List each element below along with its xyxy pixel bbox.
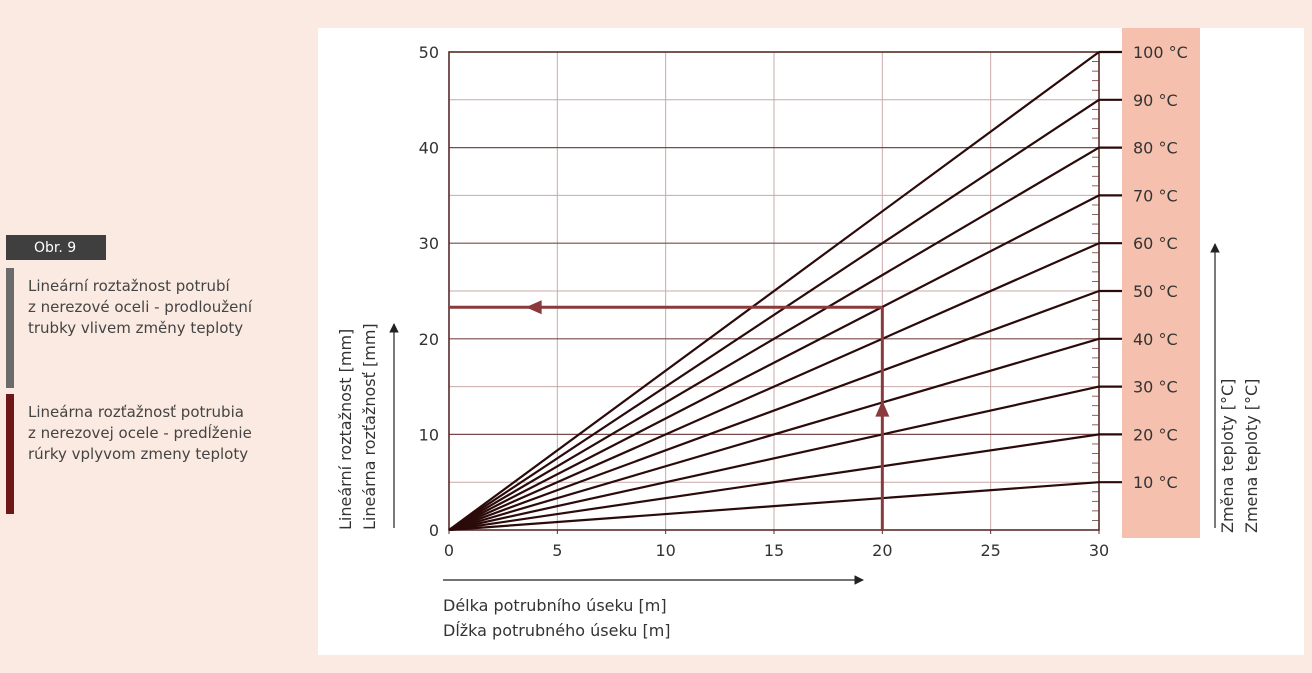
x-tick-label: 30	[1089, 541, 1109, 560]
reading-arrow-left	[525, 300, 542, 315]
temperature-label: 80 °C	[1133, 139, 1178, 158]
right-minor-ticks	[1092, 61, 1099, 521]
x-tick-label: 20	[872, 541, 892, 560]
caption-slovak-bar	[6, 394, 14, 514]
caption-slovak-line: rúrky vplyvom zmeny teploty	[28, 445, 249, 463]
series-lines	[448, 50, 1122, 532]
y-tick-label: 20	[419, 330, 439, 349]
caption-czech-text: Lineární roztažnost potrubí z nerezové o…	[14, 268, 252, 388]
x-tick-label: 15	[764, 541, 784, 560]
chart-panel: 0 5 10 15 20 25 30 0 10 20 30 40 50 10 °C 20 °C 30 °C…	[318, 28, 1304, 655]
y-tick-label: 50	[419, 43, 439, 62]
series-line	[448, 242, 1100, 532]
temperature-label: 30 °C	[1133, 378, 1178, 397]
x-tick-label: 5	[552, 541, 562, 560]
temperature-labels: 10 °C 20 °C 30 °C 40 °C 50 °C 60 °C 70 °C 80 °C…	[1133, 43, 1188, 492]
series-line	[448, 433, 1100, 532]
y-tick-label: 0	[429, 521, 439, 540]
temperature-label: 60 °C	[1133, 234, 1178, 253]
y-tick-label: 30	[419, 234, 439, 253]
temperature-label: 10 °C	[1133, 473, 1178, 492]
series-line	[448, 51, 1100, 531]
reading-example	[449, 300, 890, 530]
x-tick-label: 25	[980, 541, 1000, 560]
caption-czech-bar	[6, 268, 14, 388]
series-line	[448, 194, 1100, 531]
y-tick-labels: 0 10 20 30 40 50	[419, 43, 439, 540]
caption-czech-line: z nerezové oceli - prodloužení	[28, 298, 252, 316]
caption-slovak-text: Lineárna rozťažnosť potrubia z nerezovej…	[14, 394, 252, 514]
x-tick-label: 10	[655, 541, 675, 560]
temperature-label: 50 °C	[1133, 282, 1178, 301]
y-tick-label: 40	[419, 139, 439, 158]
y-tick-label: 10	[419, 425, 439, 444]
temperature-axis-label-sk: Zmena teploty [°C]	[1242, 379, 1261, 533]
caption-slovak: Lineárna rozťažnosť potrubia z nerezovej…	[6, 394, 306, 514]
caption-slovak-line: z nerezovej ocele - predĺženie	[28, 424, 252, 442]
temperature-band	[1122, 28, 1200, 538]
caption-czech-line: trubky vlivem změny teploty	[28, 319, 244, 337]
temperature-label: 70 °C	[1133, 186, 1178, 205]
series-line	[448, 146, 1100, 531]
caption-czech-line: Lineární roztažnost potrubí	[28, 277, 230, 295]
figure-tag: Obr. 9	[6, 235, 106, 260]
temperature-axis-label-cz: Změna teploty [°C]	[1218, 379, 1237, 533]
y-axis-label-cz: Lineární roztažnost [mm]	[336, 329, 355, 530]
temperature-label: 100 °C	[1133, 43, 1188, 62]
series-line	[448, 289, 1100, 532]
caption-slovak-line: Lineárna rozťažnosť potrubia	[28, 403, 244, 421]
expansion-chart: 0 5 10 15 20 25 30 0 10 20 30 40 50 10 °C 20 °C 30 °C…	[336, 28, 1261, 640]
temperature-label: 90 °C	[1133, 91, 1178, 110]
x-axis-label-sk: Dĺžka potrubného úseku [m]	[443, 621, 671, 640]
x-tick-label: 0	[444, 541, 454, 560]
temperature-label: 20 °C	[1133, 425, 1178, 444]
series-line	[448, 98, 1100, 531]
x-tick-labels: 0 5 10 15 20 25 30	[444, 530, 1109, 560]
series-line	[448, 385, 1100, 532]
series-line	[448, 481, 1100, 532]
series-line	[448, 337, 1100, 532]
x-axis-label-cz: Délka potrubního úseku [m]	[443, 596, 667, 615]
y-axis-label-sk: Lineárna rozťažnosť [mm]	[360, 323, 379, 530]
temperature-label: 40 °C	[1133, 330, 1178, 349]
caption-czech: Lineární roztažnost potrubí z nerezové o…	[6, 268, 306, 388]
reading-arrow-up	[875, 400, 890, 417]
